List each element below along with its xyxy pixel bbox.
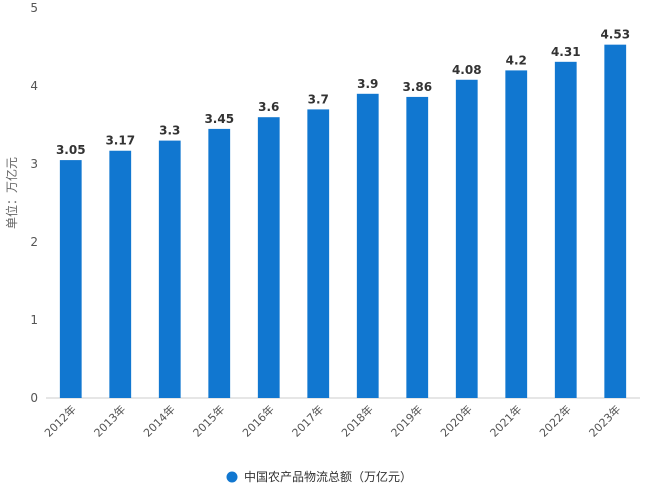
- y-axis-label: 单位：万亿元: [4, 157, 19, 229]
- x-axis-ticks: 2012年 2013年 2014年 2015年 2016年 2017年 2018年 2019年…: [41, 402, 623, 439]
- legend: 中国农产品物流总额（万亿元）: [226, 469, 412, 484]
- x-tick-label: 2022年: [536, 402, 573, 439]
- data-labels: 3.05 3.17 3.3 3.45 3.6 3.7 3.9 3.86 4.08 4.2 4.31 4…: [56, 28, 630, 157]
- legend-label: 中国农产品物流总额（万亿元）: [244, 469, 412, 484]
- y-tick-label: 2: [30, 235, 38, 249]
- data-label: 4.08: [452, 63, 482, 77]
- bar: [505, 70, 528, 399]
- y-tick-label: 0: [30, 391, 38, 405]
- bar: [109, 150, 132, 398]
- x-tick-label: 2023年: [586, 402, 623, 439]
- data-label: 3.7: [308, 92, 329, 106]
- x-tick-label: 2018年: [338, 402, 375, 439]
- data-label: 3.6: [258, 100, 279, 114]
- x-tick-label: 2020年: [437, 402, 474, 439]
- x-tick-label: 2017年: [289, 402, 326, 439]
- y-tick-label: 5: [30, 1, 38, 15]
- data-label: 3.05: [56, 143, 86, 157]
- data-label: 4.53: [600, 28, 630, 42]
- data-label: 3.45: [204, 112, 234, 126]
- y-tick-label: 4: [30, 79, 38, 93]
- data-label: 3.9: [357, 77, 378, 91]
- y-axis: 0 1 2 3 4 5: [30, 1, 38, 405]
- legend-marker: [226, 471, 238, 483]
- data-label: 4.2: [506, 53, 527, 67]
- y-tick-label: 1: [30, 313, 38, 327]
- x-tick-label: 2015年: [190, 402, 227, 439]
- data-label: 3.3: [159, 124, 180, 138]
- x-tick-label: 2014年: [140, 402, 177, 439]
- bars: [59, 44, 627, 399]
- x-tick-label: 2016年: [239, 402, 276, 439]
- bar: [307, 109, 330, 399]
- bar: [356, 93, 379, 399]
- bar: [455, 79, 478, 398]
- data-label: 4.31: [551, 45, 581, 59]
- bar: [406, 96, 429, 399]
- bar: [158, 140, 181, 398]
- x-tick-label: 2021年: [487, 402, 524, 439]
- y-tick-label: 3: [30, 157, 38, 171]
- x-tick-label: 2019年: [388, 402, 425, 439]
- data-label: 3.17: [105, 134, 135, 148]
- x-tick-label: 2013年: [91, 402, 128, 439]
- bar: [604, 44, 627, 398]
- x-tick-label: 2012年: [41, 402, 78, 439]
- bar: [59, 160, 82, 398]
- bar: [208, 128, 231, 398]
- bar: [257, 117, 280, 398]
- bar: [554, 61, 577, 398]
- data-label: 3.86: [402, 80, 432, 94]
